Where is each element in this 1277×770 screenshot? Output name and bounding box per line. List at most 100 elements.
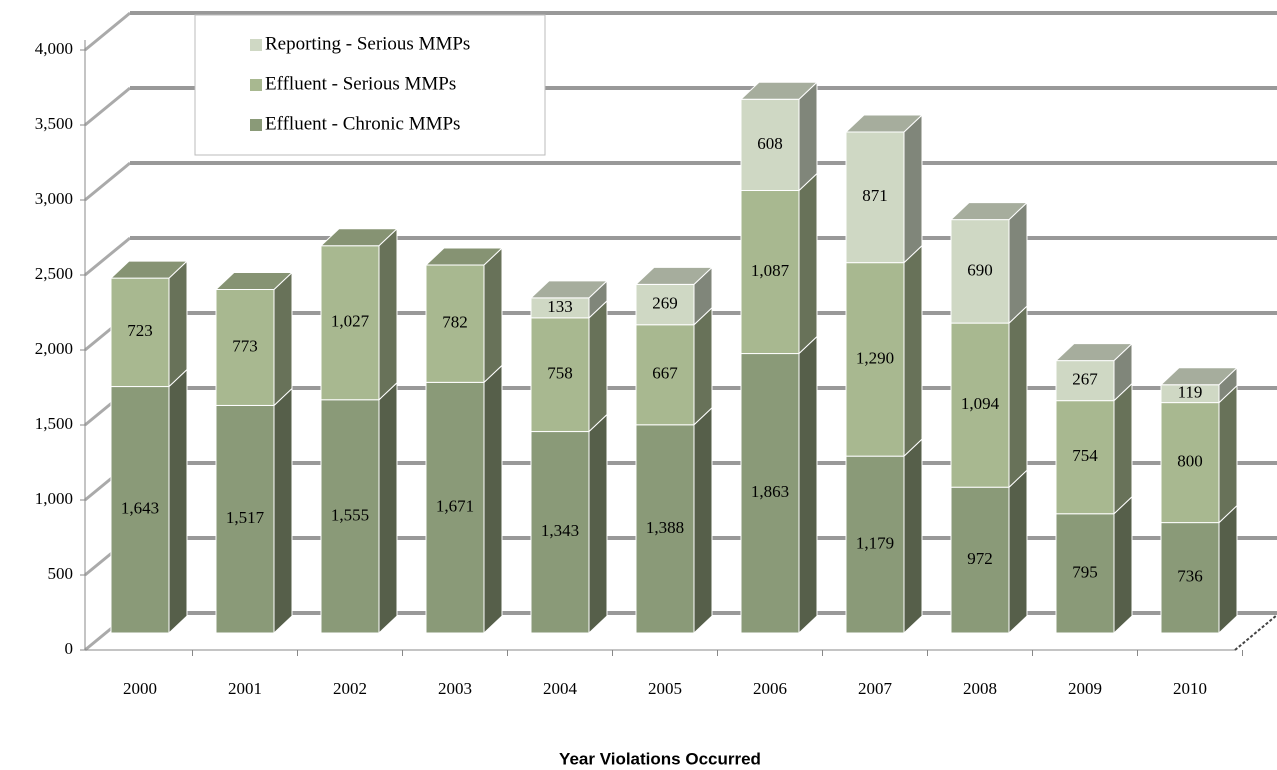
bar (530, 317, 590, 433)
data-label: 119 (1178, 383, 1203, 402)
bar (320, 245, 380, 401)
data-label: 754 (1072, 446, 1098, 465)
data-label: 871 (862, 186, 888, 205)
bar (425, 381, 485, 634)
bar-side (1218, 384, 1238, 524)
legend-swatch (250, 119, 262, 131)
bar-side (1113, 495, 1133, 635)
bar-side (378, 381, 398, 635)
bar-top (634, 266, 714, 285)
x-tick-label: 2006 (753, 679, 787, 698)
data-label: 133 (547, 297, 573, 316)
x-tick-label: 2009 (1068, 679, 1102, 698)
grid-line (84, 86, 131, 127)
bar-top (319, 228, 399, 247)
bar-top (424, 247, 504, 266)
bar (215, 404, 275, 634)
bar-side (273, 387, 293, 635)
x-tick-label: 2000 (123, 679, 157, 698)
data-label: 773 (232, 336, 258, 355)
bar (1160, 522, 1220, 634)
bar-side (1008, 469, 1028, 635)
data-label: 795 (1072, 562, 1098, 581)
bar-side (168, 259, 188, 388)
bar (1160, 402, 1220, 524)
y-tick-label: 0 (65, 639, 74, 658)
legend: Reporting - Serious MMPs Effluent - Serio… (194, 14, 546, 156)
bar (1055, 360, 1115, 402)
bar (950, 486, 1010, 634)
bar (215, 289, 275, 406)
y-tick-label: 2,500 (35, 264, 73, 283)
bar (950, 219, 1010, 324)
bar-side (798, 335, 818, 635)
data-label: 1,671 (436, 497, 474, 516)
data-label: 782 (442, 313, 468, 332)
legend-swatch (250, 39, 262, 51)
data-label: 608 (757, 134, 783, 153)
bar-side (588, 299, 608, 433)
bar (635, 324, 695, 426)
bar (320, 399, 380, 634)
bar (740, 353, 800, 634)
bar (1055, 400, 1115, 515)
bar (950, 322, 1010, 488)
bar-top (844, 114, 924, 133)
legend-label: Effluent - Serious MMPs (265, 73, 456, 94)
x-tick-label: 2005 (648, 679, 682, 698)
bar-side (1008, 201, 1028, 325)
bar (740, 190, 800, 355)
bar-side (483, 364, 503, 635)
y-tick-label: 3,000 (35, 189, 73, 208)
x-tick-label: 2002 (333, 679, 367, 698)
grid-line (84, 11, 131, 52)
bar-side (1008, 304, 1028, 489)
data-label: 1,863 (751, 482, 789, 501)
data-label: 1,343 (541, 521, 579, 540)
bar-top (214, 272, 294, 290)
legend-label: Reporting - Serious MMPs (265, 33, 470, 54)
data-label: 723 (127, 321, 153, 340)
bar-side (693, 306, 713, 426)
y-tick-label: 1,000 (35, 489, 73, 508)
data-label: 972 (967, 549, 993, 568)
legend-swatch (250, 79, 262, 91)
y-tick-label: 4,000 (35, 39, 73, 58)
x-axis-title: Year Violations Occurred (559, 749, 761, 768)
x-tick-label: 2003 (438, 679, 472, 698)
data-label: 269 (652, 293, 678, 312)
data-label: 1,388 (646, 518, 684, 537)
data-label: 690 (967, 260, 993, 279)
bar-side (483, 246, 503, 384)
bar-side (1113, 382, 1133, 515)
bar-side (903, 244, 923, 458)
bar-top (1054, 343, 1134, 362)
data-label: 667 (652, 364, 678, 383)
bar (1055, 513, 1115, 634)
data-label: 1,643 (121, 499, 159, 518)
data-label: 1,087 (751, 261, 790, 280)
y-tick-label: 3,500 (35, 114, 73, 133)
bar-top (949, 202, 1029, 221)
x-tick-label: 2010 (1173, 679, 1207, 698)
bar (110, 277, 170, 388)
bar-top (529, 280, 609, 299)
bar (110, 386, 170, 634)
data-label: 1,179 (856, 533, 894, 552)
bar (425, 264, 485, 383)
x-tick-label: 2001 (228, 679, 262, 698)
data-label: 1,555 (331, 505, 369, 524)
bar-side (798, 81, 818, 192)
legend-label: Effluent - Chronic MMPs (265, 113, 460, 134)
x-tick-label: 2008 (963, 679, 997, 698)
bar-top (109, 260, 189, 279)
data-label: 1,290 (856, 348, 894, 367)
bar-side (693, 406, 713, 635)
bar-side (903, 113, 923, 264)
bar-side (168, 368, 188, 635)
data-label: 758 (547, 364, 573, 383)
y-tick-label: 2,000 (35, 339, 73, 358)
bar-side (273, 271, 293, 407)
bar (530, 431, 590, 634)
